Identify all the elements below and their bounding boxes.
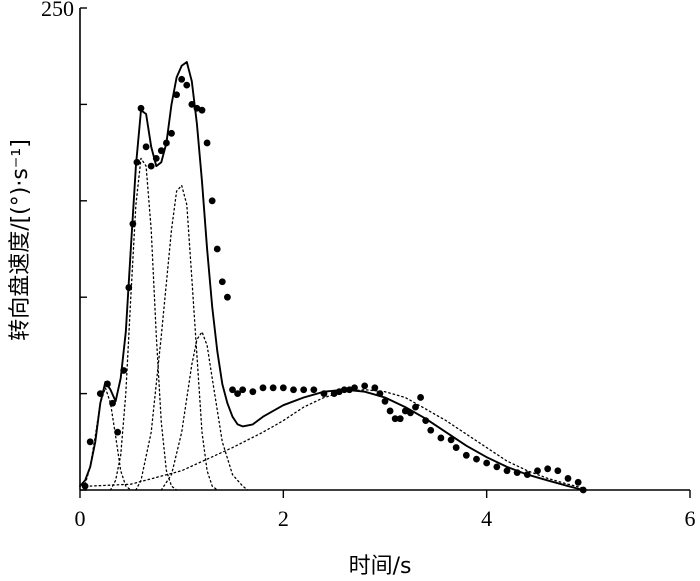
- data-point: [361, 382, 369, 390]
- data-point: [544, 465, 552, 473]
- data-point: [462, 451, 470, 459]
- data-point: [168, 129, 175, 137]
- fitted-curve: [79, 61, 585, 491]
- data-point: [279, 384, 287, 392]
- data-point: [142, 143, 150, 151]
- data-point: [290, 386, 297, 394]
- data-point: [447, 436, 455, 444]
- data-point: [125, 284, 133, 291]
- series-lines: [79, 61, 585, 491]
- data-point: [513, 469, 521, 477]
- data-point: [452, 444, 460, 451]
- data-point: [120, 367, 128, 374]
- data-point: [396, 415, 404, 423]
- data-point: [147, 162, 155, 170]
- y-axis-title: 转向盘速度/[(°)·s⁻¹]: [8, 139, 33, 341]
- data-point: [96, 390, 104, 397]
- data-point: [391, 415, 399, 423]
- component-curve-4: [135, 184, 218, 491]
- data-point: [579, 486, 587, 494]
- data-point: [300, 386, 308, 394]
- data-point: [133, 158, 141, 166]
- data-point: [320, 390, 328, 397]
- data-point: [104, 380, 111, 388]
- data-point: [213, 245, 221, 253]
- x-axis-title: 时间/s: [349, 554, 412, 579]
- data-point: [412, 403, 419, 411]
- data-point: [198, 106, 206, 114]
- data-point: [523, 471, 531, 478]
- y-tick-label: 250: [41, 0, 74, 21]
- data-point: [351, 384, 358, 392]
- data-point: [574, 478, 582, 486]
- x-ticks: 0 2 4 6: [75, 490, 696, 531]
- data-point: [239, 386, 247, 394]
- data-point: [173, 91, 180, 99]
- data-point: [473, 455, 480, 463]
- data-point: [183, 81, 191, 89]
- data-point: [234, 390, 241, 397]
- data-point: [493, 463, 501, 471]
- data-point: [422, 417, 430, 424]
- data-point: [340, 386, 348, 394]
- x-tick-label: 4: [481, 506, 492, 531]
- plot-area: 250 0 2 4 6: [41, 0, 696, 531]
- x-tick-label: 6: [685, 506, 696, 531]
- data-point: [554, 467, 562, 475]
- data-point: [152, 154, 160, 162]
- data-point: [114, 428, 122, 436]
- data-point: [407, 409, 414, 417]
- data-point: [157, 147, 165, 155]
- data-point: [208, 197, 216, 205]
- data-point: [178, 75, 186, 83]
- data-point: [371, 384, 379, 392]
- series-points: [81, 75, 587, 494]
- y-ticks: 250: [41, 0, 87, 491]
- data-point: [417, 394, 424, 401]
- data-point: [483, 459, 491, 467]
- data-point: [109, 399, 116, 407]
- data-point: [229, 386, 236, 394]
- data-point: [81, 482, 89, 490]
- data-point: [137, 104, 145, 112]
- data-point: [381, 397, 389, 405]
- data-point: [269, 384, 277, 392]
- component-curve-2: [84, 387, 132, 491]
- data-point: [310, 386, 318, 394]
- data-point: [218, 278, 226, 286]
- component-curve-5: [160, 331, 249, 491]
- data-point: [259, 384, 267, 392]
- data-point: [203, 139, 211, 147]
- component-curve-6: [89, 389, 584, 489]
- data-point: [224, 293, 231, 301]
- data-point: [534, 467, 541, 475]
- data-point: [129, 220, 137, 228]
- data-point: [163, 139, 170, 147]
- data-point: [86, 438, 94, 446]
- component-curve-3: [109, 157, 178, 491]
- x-tick-label: 0: [75, 506, 86, 531]
- data-point: [503, 467, 511, 475]
- data-point: [427, 426, 435, 434]
- x-tick-label: 2: [278, 506, 289, 531]
- data-point: [386, 407, 394, 415]
- data-point: [437, 434, 445, 442]
- data-point: [249, 388, 257, 396]
- data-point: [564, 475, 572, 482]
- data-point: [188, 101, 196, 108]
- data-point: [376, 390, 384, 397]
